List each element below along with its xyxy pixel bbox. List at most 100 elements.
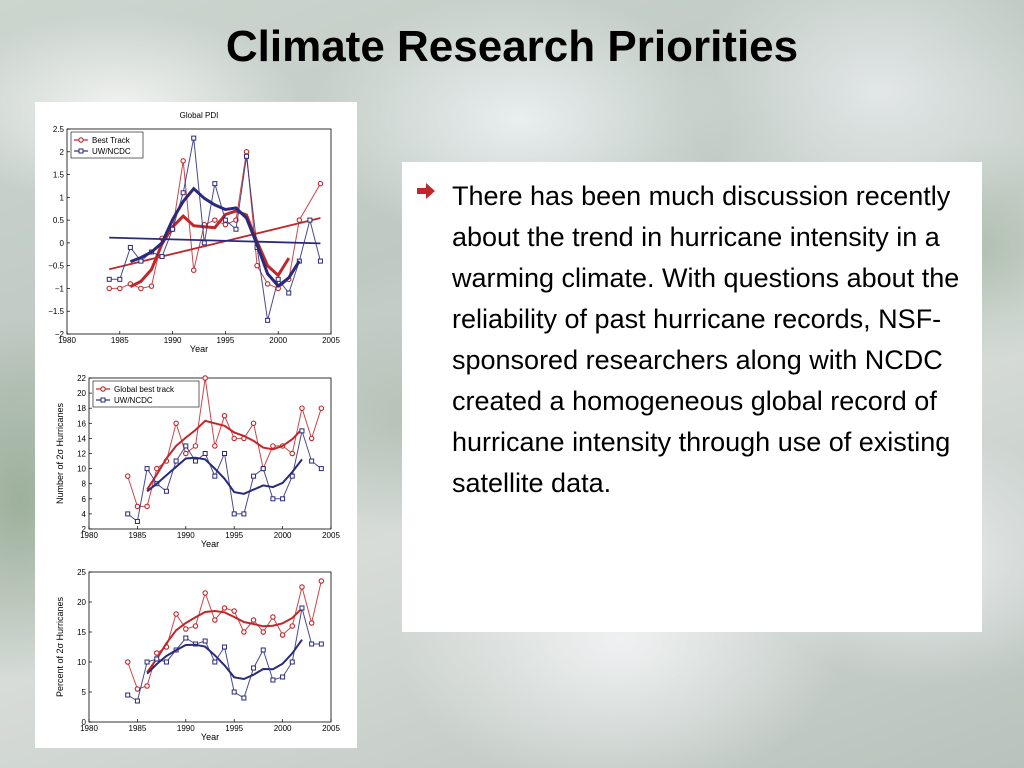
chart2-series-2-point xyxy=(134,518,140,524)
chart2-series-2-point xyxy=(260,466,266,472)
chart3-series-2-point xyxy=(270,677,276,683)
chart3-y-axis-label: Percent of 2σ Hurricanes xyxy=(55,596,65,697)
chart3-y-tick-label: 20 xyxy=(77,598,86,607)
chart2-series-1-point xyxy=(124,473,131,479)
chart3-series-2-point xyxy=(125,692,131,698)
chart3-series-1-line xyxy=(127,580,322,690)
chart1-series-1-point xyxy=(317,180,324,187)
chart3-series-2-point xyxy=(231,689,237,695)
chart2-legend-marker xyxy=(100,386,106,392)
chart1-series-1-point xyxy=(180,158,186,164)
chart1-series-1-point xyxy=(212,217,218,223)
chart3-x-tick-label: 1985 xyxy=(129,724,147,733)
chart1-series-1-point xyxy=(243,149,250,155)
chart1-series-1-point xyxy=(190,267,197,273)
chart3-series-1-point xyxy=(124,659,131,665)
bullet-text: There has been much discussion recently … xyxy=(452,181,960,498)
chart1-series-1-point xyxy=(138,285,144,292)
chart2-y-tick-label: 20 xyxy=(77,389,86,398)
chart2-x-tick-label: 1980 xyxy=(80,531,98,540)
chart3-series-2-point xyxy=(222,644,228,650)
chart1-y-tick-label: 1.5 xyxy=(53,171,65,180)
chart1-series-2-smoothed xyxy=(129,186,301,288)
chart2-legend-marker xyxy=(100,397,106,403)
chart1-series-1-point xyxy=(296,217,303,223)
chart1-series-2-trend xyxy=(109,236,321,245)
chart2-series-2-point xyxy=(173,458,179,464)
chart3-series-1-smoothed xyxy=(146,607,303,673)
chart3-x-tick-label: 1980 xyxy=(80,724,98,733)
chart3-series-2-point xyxy=(299,605,305,611)
chart3-series-2-point xyxy=(154,656,160,662)
chart1-legend-label: Best Track xyxy=(92,136,131,145)
chart3-series-2-point xyxy=(241,695,247,701)
chart3-series-2-point xyxy=(144,659,150,665)
chart2-series-2-point xyxy=(309,458,315,464)
chart3-series-1-point xyxy=(260,629,266,635)
chart1-series-1-point xyxy=(106,285,112,292)
chart3-series-1-point xyxy=(250,617,257,623)
chart2-series-1-point xyxy=(183,450,189,457)
chart3-series-1-point xyxy=(241,629,247,635)
chart1-series-2-point xyxy=(307,217,313,223)
chart3-y-tick-label: 25 xyxy=(77,568,86,577)
chart1-x-tick-label: 1980 xyxy=(58,336,76,345)
chart3-y-tick-label: 15 xyxy=(77,628,86,637)
chart2-series-2-point xyxy=(231,511,237,517)
chart2-series-2-point xyxy=(280,496,286,502)
chart2-x-tick-label: 2000 xyxy=(274,531,292,540)
chart2-series-1-point xyxy=(144,503,150,510)
chart1-series-2-point xyxy=(317,258,323,264)
chart3-series-1-point xyxy=(154,650,160,656)
chart3-series-2-point xyxy=(202,638,208,644)
chart1-series-2-point xyxy=(286,290,292,296)
chart1-x-tick-label: 1985 xyxy=(111,336,129,345)
figure-panel: Global PDI 1980 1985 1990 1995 2000 2005 −2 −1.5… xyxy=(35,102,357,748)
chart2-series-1-point xyxy=(134,503,141,510)
chart1-series-2-point xyxy=(127,244,133,250)
chart3-series-2-point xyxy=(318,641,324,647)
chart2-y-tick-label: 22 xyxy=(77,374,86,383)
chart2-series-2-point xyxy=(299,428,305,434)
chart3-x-tick-label: 1995 xyxy=(225,724,243,733)
chart1-y-tick-label: 2.5 xyxy=(53,125,65,134)
chart2-series-1-point xyxy=(289,450,296,457)
chart2-y-tick-label: 18 xyxy=(77,404,86,413)
chart1-y-tick-label: 2 xyxy=(60,148,65,157)
chart1-legend-label: UW/NCDC xyxy=(92,147,131,156)
chart3-x-tick-label: 2005 xyxy=(322,724,340,733)
chart1-series-1-point xyxy=(222,221,229,228)
chart2-series-1-point xyxy=(231,435,237,442)
chart2-series-1-point xyxy=(318,405,325,411)
chart2-series-1-point xyxy=(154,465,160,472)
chart2-series-2-point xyxy=(241,511,247,517)
chart2-series-2-point xyxy=(270,496,276,502)
chart3-series-2-point xyxy=(183,635,189,641)
chart1-series-2-point xyxy=(117,276,123,282)
chart2-series-1-point xyxy=(212,443,218,449)
chart2-series-2-point xyxy=(125,511,131,517)
chart1-x-tick-label: 2005 xyxy=(322,336,340,345)
chart3-series-2-point xyxy=(309,641,315,647)
chart3-x-axis-label: Year xyxy=(201,732,219,742)
chart2-series-1-point xyxy=(202,375,208,381)
chart1-series-2-point xyxy=(191,135,197,141)
chart3-series-1-point xyxy=(144,683,150,689)
chart2-series-1-point xyxy=(173,420,179,427)
chart2-y-tick-label: 12 xyxy=(77,450,86,459)
chart2-y-tick-label: 10 xyxy=(77,465,86,474)
chart3-series-1-point xyxy=(299,584,305,590)
chart3-series-2-point xyxy=(289,659,295,665)
chart3-series-1-point xyxy=(270,614,276,620)
chart2-y-axis-label: Number of 2σ Hurricanes xyxy=(55,402,65,504)
arrow-right-icon xyxy=(417,183,435,199)
chart2-legend-label: Global best track xyxy=(114,385,175,394)
chart2-series-2-point xyxy=(163,488,169,494)
chart3-series-1-point xyxy=(183,626,189,632)
chart2-series-2-point xyxy=(183,443,189,449)
chart2-series-2-point xyxy=(144,466,150,472)
chart1-x-tick-label: 2000 xyxy=(269,336,287,345)
chart1-y-tick-label: −1 xyxy=(55,284,65,293)
chart2-x-tick-label: 2005 xyxy=(322,531,340,540)
chart3-series-2-point xyxy=(212,659,218,665)
